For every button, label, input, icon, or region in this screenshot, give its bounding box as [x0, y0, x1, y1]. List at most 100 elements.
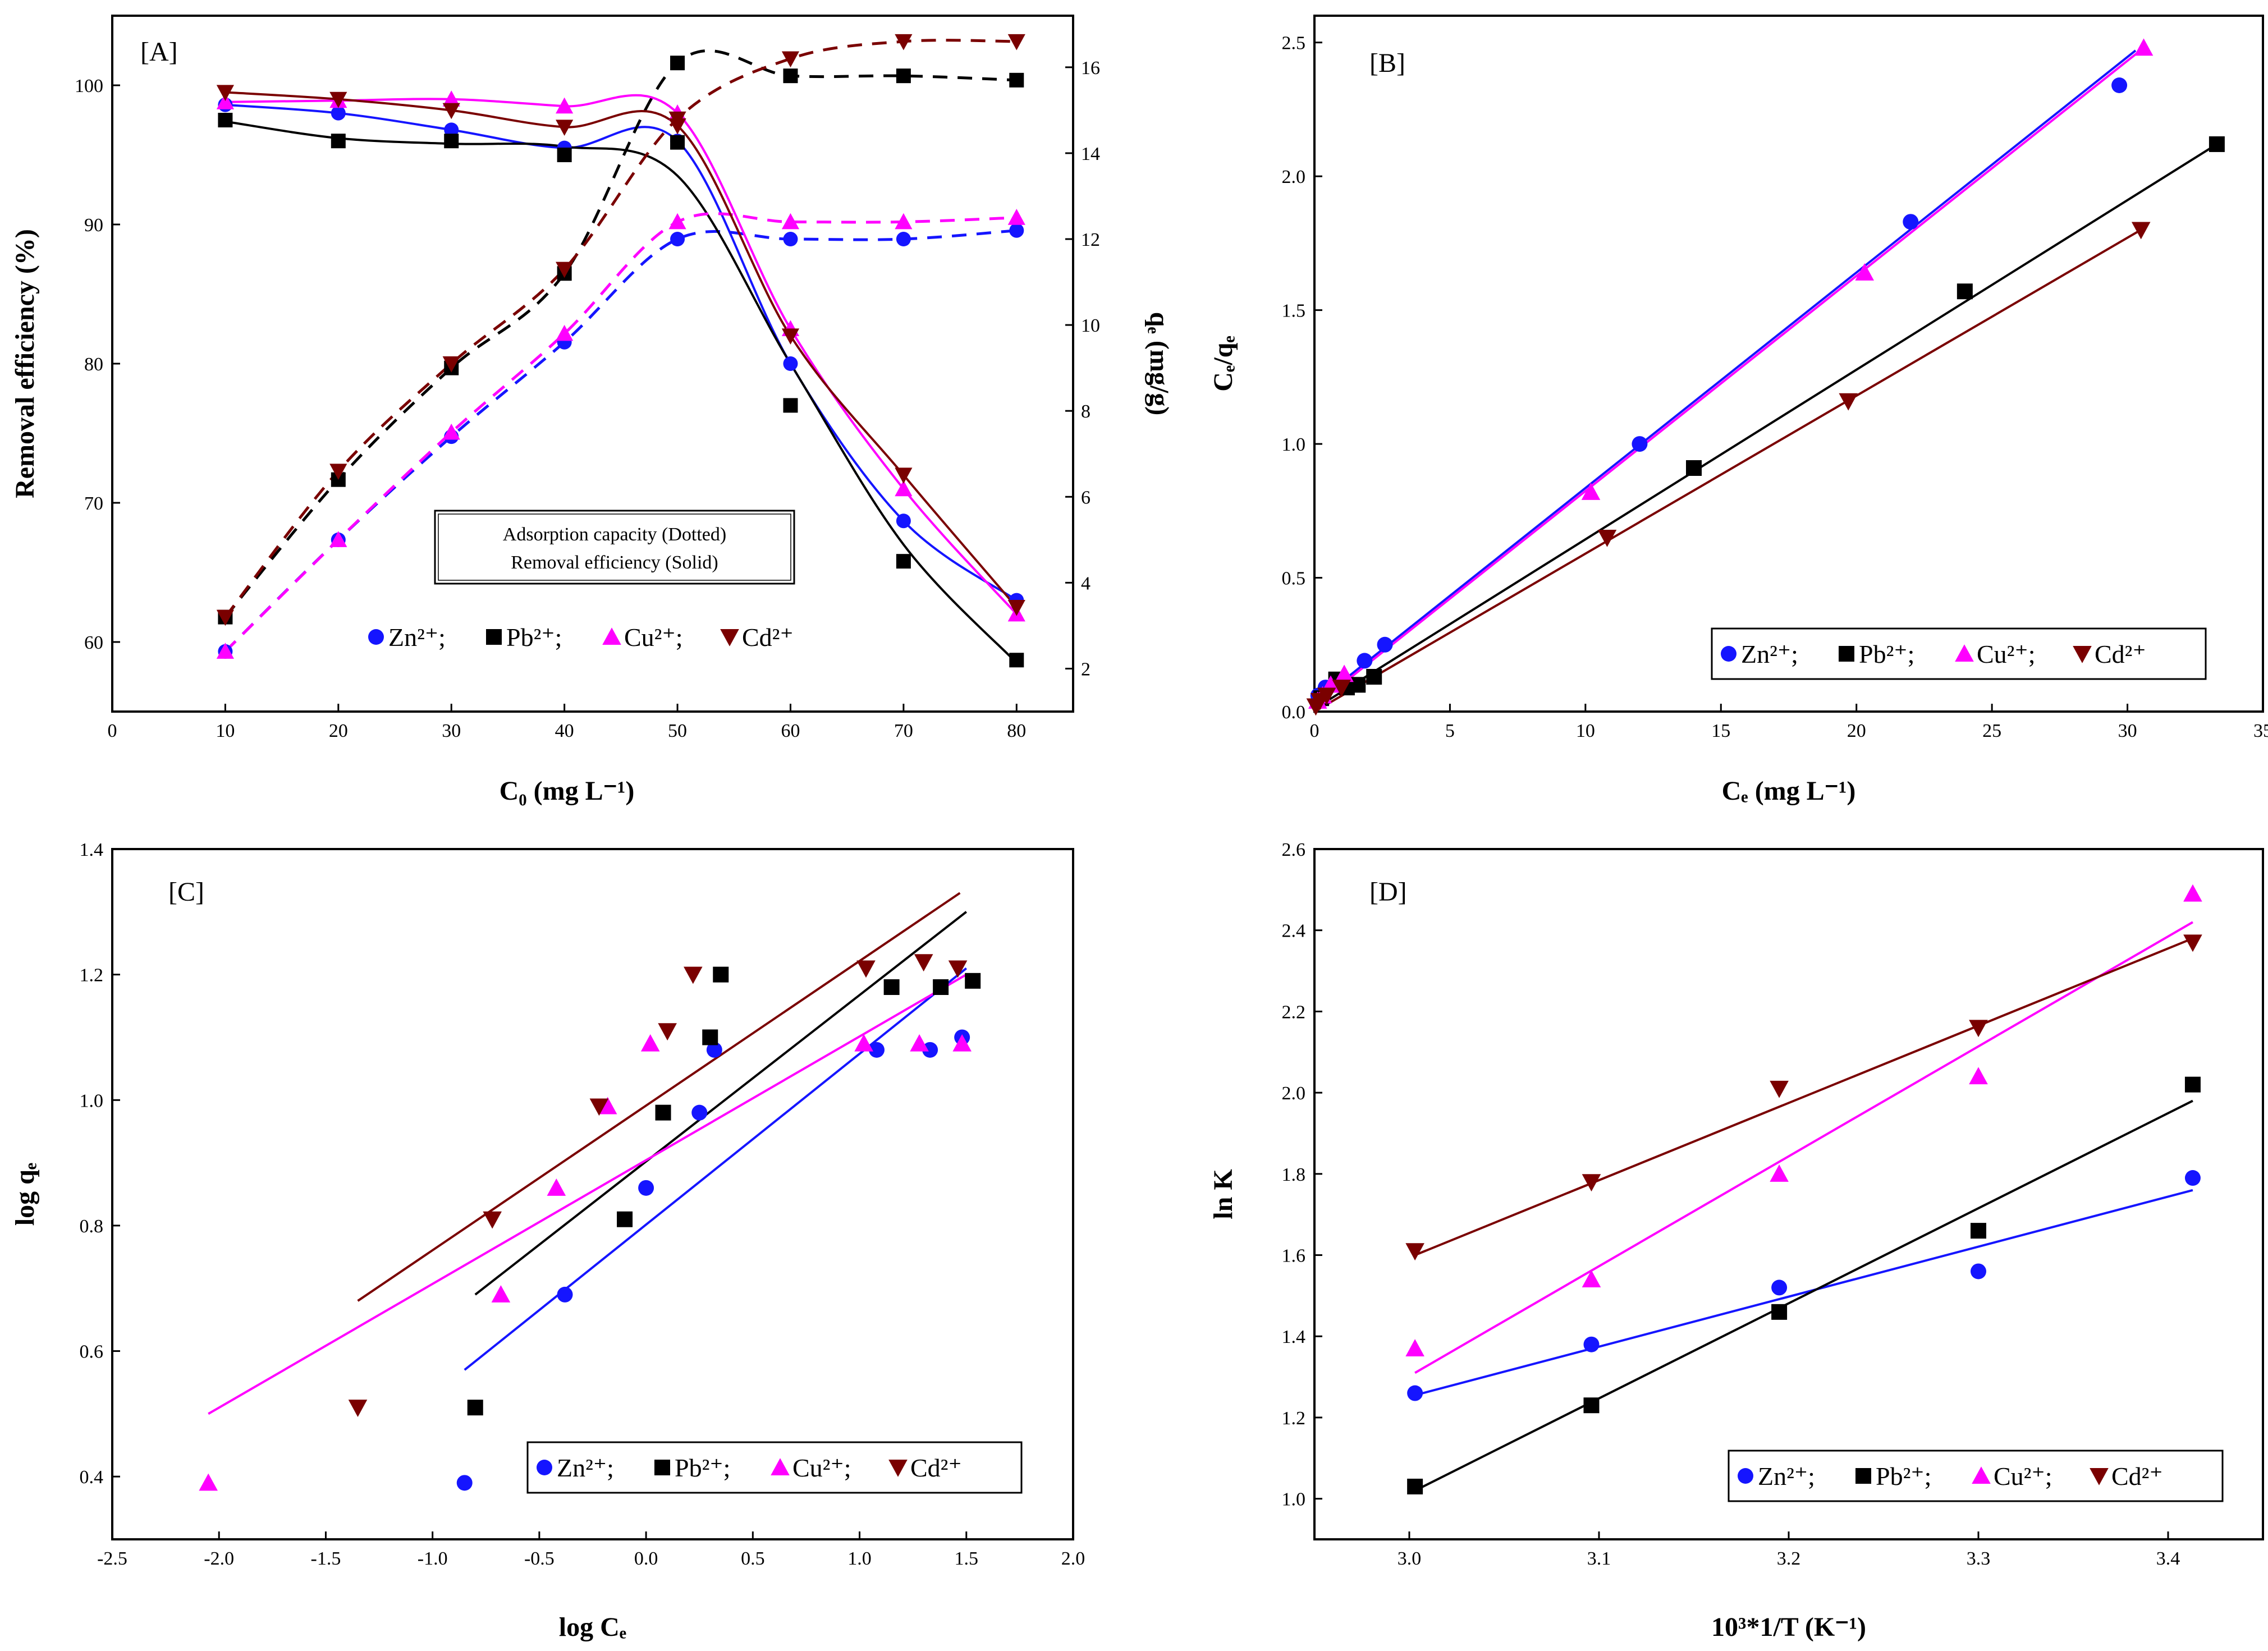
y-tick-label: 0.6	[80, 1342, 104, 1363]
data-point-pb	[1686, 460, 1702, 476]
data-point-cd	[1597, 530, 1617, 547]
data-point-zn	[691, 1104, 708, 1121]
removal-point-pb	[896, 554, 911, 569]
panel-d-xlabel: 10³*1/T (K⁻¹)	[1711, 1612, 1866, 1642]
y-right-tick-label: 14	[1081, 144, 1100, 164]
y-tick-label: 80	[84, 354, 103, 375]
data-point-pb	[713, 966, 729, 983]
data-point-pb	[467, 1400, 483, 1416]
x-tick-label: 60	[781, 721, 800, 741]
fit-line-cu	[1414, 921, 2193, 1374]
panel-b-legend: Zn²⁺; Pb²⁺; Cu²⁺; Cd²⁺	[1711, 627, 2207, 680]
data-point-pb	[965, 973, 981, 989]
data-point-cd	[1332, 680, 1351, 697]
capacity-curve-cu	[224, 212, 1017, 653]
legend-marker-zn	[537, 1460, 552, 1475]
legend-box	[526, 1441, 1023, 1494]
y-tick-label: 90	[84, 215, 103, 236]
removal-point-pb	[331, 134, 346, 149]
capacity-point-zn	[783, 232, 798, 247]
data-point-cd	[1839, 393, 1858, 411]
data-point-zn	[1771, 1279, 1788, 1296]
panel-b-frame	[1313, 15, 2264, 713]
capacity-point-cu	[781, 213, 800, 230]
data-point-cu	[1582, 1270, 1601, 1287]
data-point-cu	[854, 1034, 873, 1052]
data-point-cu	[199, 1473, 218, 1491]
y-right-tick-label: 16	[1081, 58, 1100, 79]
data-point-cd	[483, 1211, 502, 1229]
y-tick-label: 0.8	[80, 1216, 104, 1237]
capacity-point-zn	[670, 232, 685, 247]
y-right-tick-label: 2	[1081, 659, 1091, 680]
capacity-curve-zn	[224, 229, 1017, 653]
x-tick-label: 3.0	[1398, 1548, 1422, 1569]
legend-marker-cu	[602, 627, 621, 645]
panel-b-ylabel: Cₑ/qₑ	[1208, 336, 1238, 392]
fit-line-cu	[1313, 47, 2145, 708]
data-point-pb	[1350, 677, 1366, 693]
data-point-pb	[702, 1029, 718, 1045]
capacity-point-cu	[895, 213, 913, 230]
panel-d-points	[1405, 884, 2202, 1494]
data-point-cu	[598, 1097, 617, 1115]
data-point-zn	[922, 1042, 938, 1058]
removal-point-zn	[331, 106, 346, 121]
data-point-zn	[868, 1042, 885, 1058]
y-tick-label: 1.0	[1282, 1489, 1306, 1510]
x-tick-label: 20	[1847, 721, 1866, 741]
y-tick-label: 1.2	[1282, 1408, 1306, 1429]
data-point-pb	[1771, 1304, 1788, 1320]
fit-line-cd	[1414, 937, 2193, 1256]
fit-line-cd	[1313, 228, 2142, 713]
y-tick-label: 1.2	[80, 965, 104, 986]
capacity-curve-pb	[224, 49, 1017, 618]
removal-curve-zn	[225, 103, 1018, 602]
capacity-point-cu	[668, 213, 686, 230]
data-point-pb	[1957, 283, 1973, 300]
data-point-cu	[2183, 884, 2202, 902]
legend-marker-pb	[1855, 1468, 1871, 1484]
removal-point-cu	[556, 97, 574, 114]
legend-label-pb: Pb²⁺;	[1859, 640, 1914, 668]
data-point-cu	[1770, 1164, 1789, 1182]
data-point-pb	[1583, 1397, 1600, 1414]
legend-marker-cu	[771, 1458, 790, 1475]
x-tick-label: -2.5	[97, 1548, 127, 1569]
data-point-cd	[2131, 222, 2151, 240]
y-tick-label: 0.5	[1282, 568, 1306, 589]
panel-c-ticks: -2.5 -2.0 -1.5 -1.0 -0.5 0.0 0.5 1.0 1.5 2.0 0.4 0.…	[80, 840, 1085, 1569]
legend-label-zn: Zn²⁺;	[1741, 640, 1798, 668]
panel-b: [B] 0 5 10 15 20 25 30 35 0.0 0.5 1.0 1.5 2.0 2.5 Cₑ/…	[1208, 15, 2268, 806]
panel-a-legend: Zn²⁺; Pb²⁺; Cu²⁺; Cd²⁺	[368, 623, 794, 652]
legend-marker-cu	[1955, 644, 1974, 662]
y-tick-label: 1.4	[80, 840, 104, 860]
x-tick-label: 0	[1310, 721, 1319, 741]
data-point-cd	[1770, 1080, 1789, 1098]
panel-a-note-dotted: Adsorption capacity (Dotted)	[503, 524, 726, 545]
data-point-cd	[658, 1023, 677, 1041]
data-point-cd	[914, 954, 933, 972]
data-point-zn	[2184, 1170, 2201, 1186]
removal-point-cd	[329, 91, 347, 108]
fit-line-pb	[474, 911, 968, 1296]
capacity-point-zn	[896, 232, 911, 247]
x-tick-label: -2.0	[204, 1548, 234, 1569]
y-right-tick-label: 12	[1081, 230, 1100, 250]
panel-a-note-solid: Removal efficiency (Solid)	[511, 552, 718, 573]
legend-marker-cu	[1972, 1466, 1991, 1484]
legend-label-pb: Pb²⁺;	[675, 1453, 730, 1482]
x-tick-label: 10	[1576, 721, 1595, 741]
removal-point-zn	[896, 513, 911, 529]
x-tick-label: 3.2	[1777, 1548, 1801, 1569]
legend-label-zn: Zn²⁺;	[557, 1453, 614, 1482]
data-point-cu	[1405, 1339, 1424, 1356]
x-tick-label: 25	[1982, 721, 2001, 741]
data-point-cu	[2134, 38, 2154, 56]
panel-a-ylabel-right: qₑ (mg/g)	[1144, 312, 1174, 415]
removal-point-zn	[783, 356, 798, 371]
panel-b-ticks: 0 5 10 15 20 25 30 35 0.0 0.5 1.0 1.5 2.0 2.5	[1282, 33, 2268, 741]
y-right-tick-label: 8	[1081, 401, 1091, 422]
panel-b-label: [B]	[1369, 48, 1405, 78]
data-point-pb	[617, 1211, 633, 1227]
